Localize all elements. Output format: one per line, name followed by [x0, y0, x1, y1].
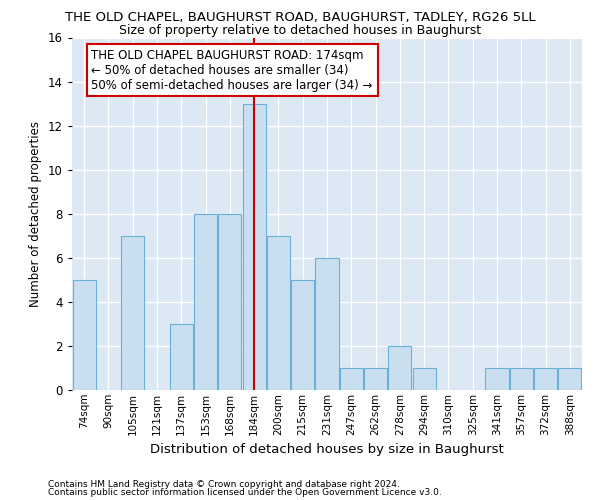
Bar — [388, 346, 412, 390]
Bar — [267, 236, 290, 390]
Bar — [291, 280, 314, 390]
Bar — [485, 368, 509, 390]
Bar — [73, 280, 95, 390]
Bar — [194, 214, 217, 390]
Y-axis label: Number of detached properties: Number of detached properties — [29, 120, 43, 306]
Bar — [413, 368, 436, 390]
Bar — [364, 368, 387, 390]
Bar — [559, 368, 581, 390]
Bar — [218, 214, 241, 390]
Text: Contains public sector information licensed under the Open Government Licence v3: Contains public sector information licen… — [48, 488, 442, 497]
Text: Size of property relative to detached houses in Baughurst: Size of property relative to detached ho… — [119, 24, 481, 37]
Text: THE OLD CHAPEL, BAUGHURST ROAD, BAUGHURST, TADLEY, RG26 5LL: THE OLD CHAPEL, BAUGHURST ROAD, BAUGHURS… — [65, 11, 535, 24]
Bar — [121, 236, 144, 390]
Text: Contains HM Land Registry data © Crown copyright and database right 2024.: Contains HM Land Registry data © Crown c… — [48, 480, 400, 489]
Text: THE OLD CHAPEL BAUGHURST ROAD: 174sqm
← 50% of detached houses are smaller (34)
: THE OLD CHAPEL BAUGHURST ROAD: 174sqm ← … — [91, 48, 373, 92]
Bar — [340, 368, 363, 390]
Bar — [316, 258, 338, 390]
Bar — [170, 324, 193, 390]
X-axis label: Distribution of detached houses by size in Baughurst: Distribution of detached houses by size … — [150, 443, 504, 456]
Bar — [534, 368, 557, 390]
Bar — [242, 104, 266, 390]
Bar — [510, 368, 533, 390]
